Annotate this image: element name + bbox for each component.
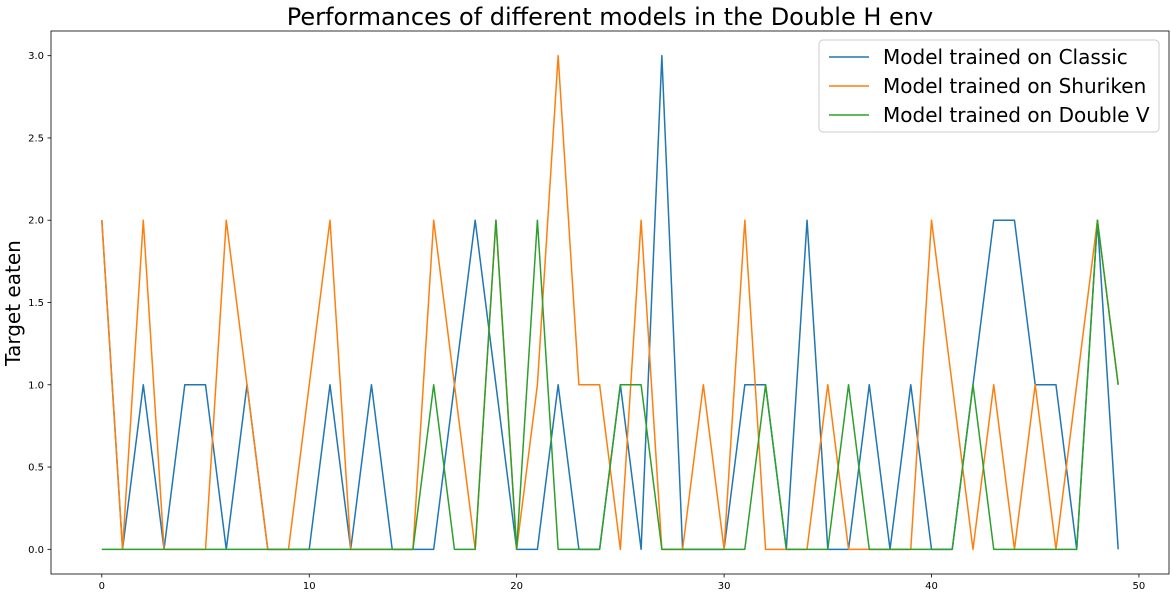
y-tick-label: 0.5 bbox=[28, 463, 44, 474]
x-tick-label: 50 bbox=[1133, 581, 1146, 592]
chart-title: Performances of different models in the … bbox=[287, 3, 933, 31]
x-tick-label: 40 bbox=[925, 581, 938, 592]
x-tick-label: 10 bbox=[303, 581, 316, 592]
x-tick-label: 0 bbox=[99, 581, 105, 592]
y-tick-label: 1.0 bbox=[28, 380, 44, 391]
series-line-3 bbox=[101, 219, 1119, 551]
y-axis-ticks: 0.0 0.5 1.0 1.5 2.0 2.5 3.0 bbox=[28, 51, 51, 556]
y-tick-label: 2.0 bbox=[28, 216, 44, 227]
y-tick-label: 3.0 bbox=[28, 51, 44, 62]
x-tick-label: 20 bbox=[510, 581, 523, 592]
legend-label-3: Model trained on Double V bbox=[883, 103, 1150, 127]
plot-area-frame bbox=[50, 30, 1170, 575]
x-axis-ticks: 0 10 20 30 40 50 bbox=[99, 574, 1146, 592]
y-tick-label: 2.5 bbox=[28, 133, 44, 144]
plot-lines bbox=[101, 54, 1119, 551]
legend: Model trained on Classic Model trained on… bbox=[818, 39, 1160, 133]
legend-box bbox=[818, 39, 1160, 133]
y-axis-label: Target eaten bbox=[1, 240, 25, 367]
legend-label-1: Model trained on Classic bbox=[883, 45, 1128, 69]
x-tick-label: 30 bbox=[718, 581, 731, 592]
y-tick-label: 1.5 bbox=[28, 298, 44, 309]
y-tick-label: 0.0 bbox=[28, 545, 44, 556]
legend-label-2: Model trained on Shuriken bbox=[883, 74, 1146, 98]
